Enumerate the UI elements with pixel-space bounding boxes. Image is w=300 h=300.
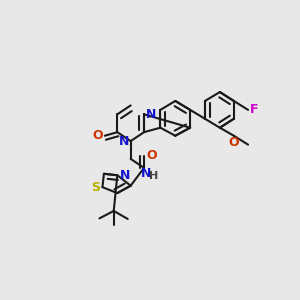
Text: H: H bbox=[149, 171, 159, 181]
Text: N: N bbox=[146, 108, 156, 121]
Text: N: N bbox=[141, 167, 152, 180]
Text: S: S bbox=[92, 181, 100, 194]
Text: O: O bbox=[229, 136, 239, 149]
Text: O: O bbox=[146, 149, 157, 162]
Text: N: N bbox=[119, 135, 129, 148]
Text: N: N bbox=[120, 169, 130, 182]
Text: O: O bbox=[92, 129, 103, 142]
Text: F: F bbox=[250, 103, 259, 116]
